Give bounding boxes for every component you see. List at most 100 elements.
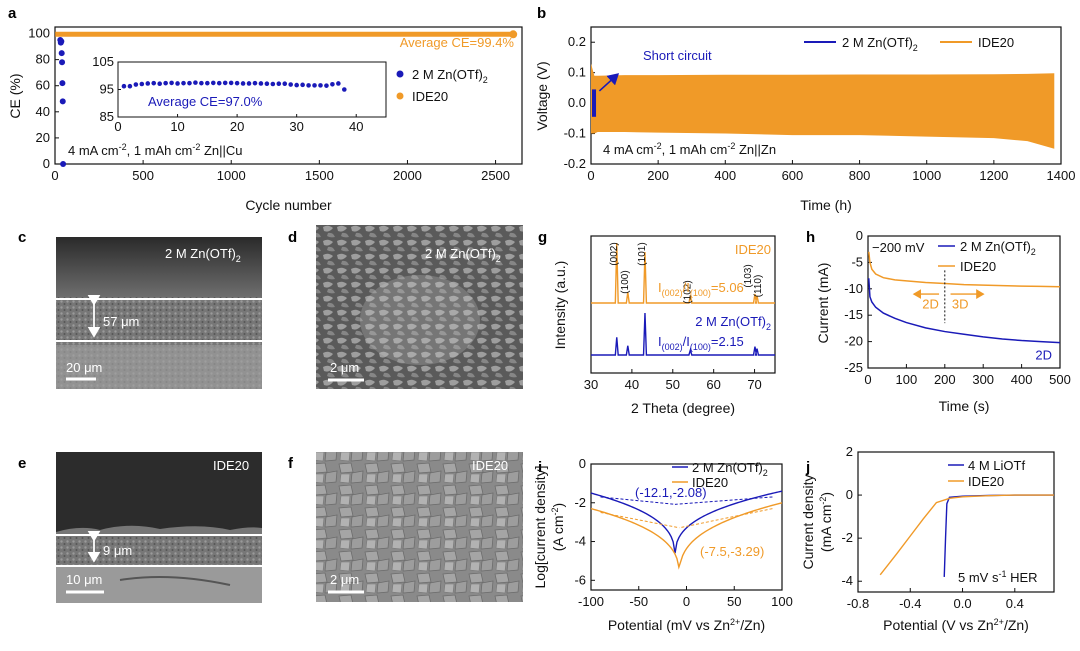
- inset-point: [127, 83, 133, 89]
- thickness-e: 9 μm: [103, 543, 132, 558]
- inset-y-tick-label: 95: [100, 82, 114, 97]
- series-znotf-point: [60, 161, 67, 167]
- inset-point: [121, 83, 127, 89]
- inset-point: [145, 81, 151, 86]
- inset-x-tick-label: 0: [114, 119, 121, 134]
- inset-point: [282, 81, 288, 87]
- x-axis-label-g: 2 Theta (degree): [631, 400, 735, 416]
- x-tick-label: -0.4: [899, 596, 921, 611]
- y-tick-label: -4: [841, 573, 853, 588]
- tafel-curve-ide20: [590, 502, 783, 570]
- micrograph-c: 57 μm 2 M Zn(OTf)2 20 μm: [56, 237, 262, 389]
- x-tick-label: 0.4: [1006, 596, 1024, 611]
- y-axis-label-i-unit: (A cm-2): [550, 503, 566, 551]
- inset-x-tick-label: 40: [349, 119, 363, 134]
- x-tick-label: 0.0: [953, 596, 971, 611]
- x-tick-label: 100: [896, 372, 918, 387]
- y-tick-label: -10: [844, 281, 863, 296]
- y-tick-label: 60: [36, 78, 50, 93]
- label-f: IDE20: [472, 458, 508, 473]
- y-tick-label: -2: [841, 530, 853, 545]
- y-tick-label: -0.1: [564, 126, 586, 141]
- inset-point: [157, 81, 162, 87]
- y-tick-label: -0.2: [564, 156, 586, 171]
- x-tick-label: 1500: [305, 168, 334, 183]
- series-name-ide20-g: IDE20: [735, 242, 771, 257]
- her-curve-ide20: [879, 494, 1054, 576]
- plot-frame: [54, 26, 523, 165]
- inset-frame: [117, 61, 387, 118]
- series-znotf-point: [58, 50, 65, 57]
- inset-point: [318, 83, 323, 88]
- panel-label-b: b: [537, 5, 546, 22]
- x-tick-label: 0: [864, 372, 871, 387]
- x-tick-label: -100: [578, 594, 604, 609]
- x-tick-label: 400: [1011, 372, 1033, 387]
- x-tick-label: 500: [132, 168, 154, 183]
- inset-point: [187, 80, 192, 86]
- x-tick-label: 500: [1049, 372, 1071, 387]
- tafel-tangent-right: [674, 496, 773, 505]
- inset-point: [324, 83, 329, 88]
- legend-label-ide20-h: IDE20: [960, 259, 996, 274]
- inset-point: [288, 82, 294, 87]
- legend-label-ide20-i: IDE20: [692, 475, 728, 490]
- x-tick-label: 50: [727, 594, 741, 609]
- x-tick-label-g: 50: [666, 377, 680, 392]
- y-tick-label: 0: [43, 156, 50, 171]
- plot-frame: [857, 451, 1055, 593]
- legend-label-liotf-j: 4 M LiOTf: [968, 458, 1025, 473]
- inset-x-tick-label: 10: [170, 119, 184, 134]
- plot-frame-g: [590, 235, 776, 374]
- x-tick-label: 200: [934, 372, 956, 387]
- micrograph-e: 9 μm IDE20 10 μm: [56, 452, 262, 603]
- inset-point: [294, 82, 299, 88]
- label-c: 2 M Zn(OTf)2: [165, 246, 241, 264]
- inset-point: [199, 80, 204, 86]
- scale-c: 20 μm: [66, 360, 102, 375]
- micrograph-d: 2 M Zn(OTf)2 2 μm: [316, 225, 523, 389]
- panel-label-g: g: [538, 229, 547, 246]
- annotation-average-ce-orange: Average CE=99.4%: [400, 35, 515, 50]
- inset-point: [258, 81, 264, 86]
- panel-label-c: c: [18, 229, 26, 246]
- inset-point: [264, 81, 270, 87]
- peak-label: (110): [753, 275, 764, 298]
- inset-point: [336, 81, 341, 86]
- xrd-pattern-znotf: [591, 312, 775, 356]
- legend-label-znotf-i: 2 M Zn(OTf)2: [692, 460, 768, 478]
- x-axis-label-j: Potential (V vs Zn2+/Zn): [883, 617, 1029, 633]
- inset-point: [246, 81, 252, 86]
- y-axis-label-h: Current (mA): [815, 263, 831, 344]
- annotation-point-znotf: (-12.1,-2.08): [635, 485, 707, 500]
- y-tick-label: 0: [856, 228, 863, 243]
- plot-frame: [867, 235, 1061, 369]
- x-axis-label-b: Time (h): [800, 197, 852, 213]
- panel-label-e: e: [18, 455, 26, 472]
- x-axis-label-h: Time (s): [939, 398, 990, 414]
- label-d: 2 M Zn(OTf)2: [425, 246, 501, 264]
- inset-point: [228, 80, 234, 86]
- chart-b: 0 200 400 600 800 1000 1200 1400 -0.2 -0.1 0.0 0.1 0…: [534, 26, 1075, 213]
- y-tick-label: 0.1: [568, 65, 586, 80]
- y-tick-label: 40: [36, 104, 50, 119]
- y-tick-label: 100: [28, 26, 50, 41]
- legend-label-znotf-h: 2 M Zn(OTf)2: [960, 239, 1036, 257]
- x-tick-label: 800: [849, 168, 871, 183]
- x-tick-label: 300: [972, 372, 994, 387]
- y-tick-label: 2: [846, 444, 853, 459]
- panel-label-f: f: [288, 455, 294, 472]
- series-ide20-voltage-band: [591, 63, 1055, 149]
- legend-label-ide20-j: IDE20: [968, 474, 1004, 489]
- x-tick-label-g: 30: [584, 377, 598, 392]
- legend-label-znotf-b: 2 M Zn(OTf)2: [842, 35, 918, 53]
- inset-x-tick-label: 30: [289, 119, 303, 134]
- x-axis-label-i: Potential (mV vs Zn2+/Zn): [608, 617, 765, 633]
- annotation-condition: 4 mA cm-2, 1 mAh cm-2 Zn||Cu: [68, 142, 243, 158]
- inset-point: [330, 81, 335, 87]
- scale-e: 10 μm: [66, 572, 102, 587]
- inset-point: [252, 80, 258, 86]
- legend-marker-znotf: [396, 70, 404, 78]
- y-tick-label: -5: [851, 254, 863, 269]
